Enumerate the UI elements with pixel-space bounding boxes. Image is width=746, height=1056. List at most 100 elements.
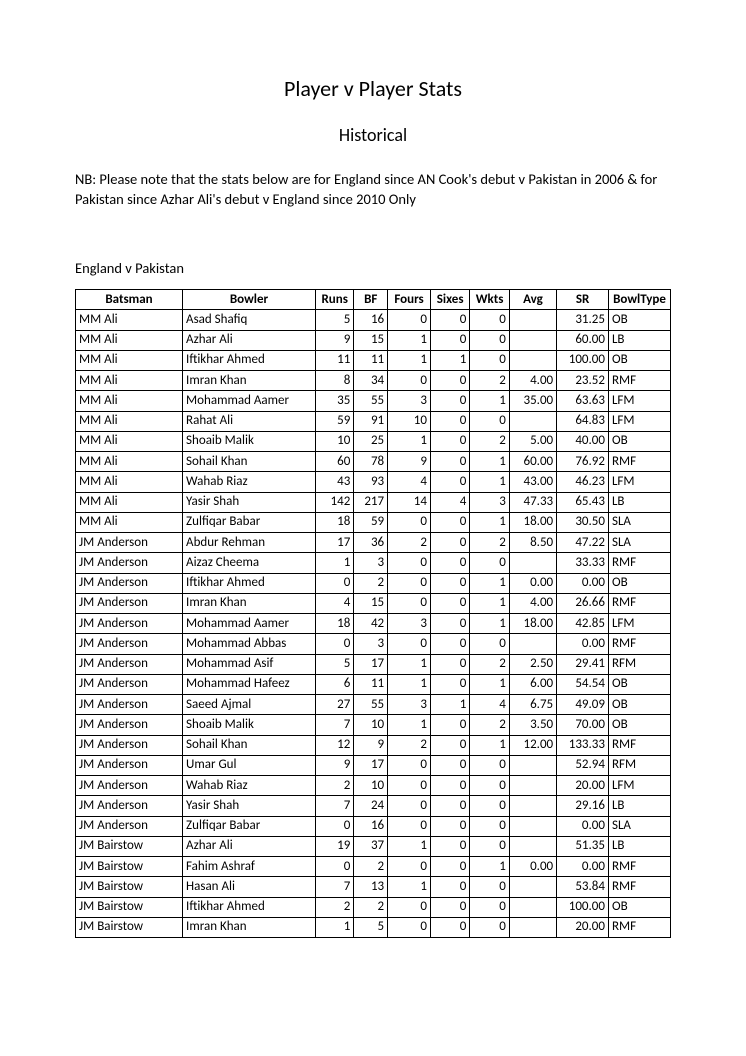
table-cell: 0	[430, 654, 469, 674]
table-cell: MM Ali	[76, 411, 183, 431]
table-cell: 3	[388, 614, 431, 634]
table-cell: 0	[470, 411, 509, 431]
table-row: JM AndersonZulfiqar Babar0160000.00SLA	[76, 816, 671, 836]
table-cell: RMF	[608, 553, 670, 573]
table-cell: LFM	[608, 614, 670, 634]
table-cell: 11	[354, 674, 388, 694]
table-cell: 15	[354, 330, 388, 350]
table-cell	[509, 776, 556, 796]
table-cell: RMF	[608, 877, 670, 897]
table-row: MM AliMohammad Aamer355530135.0063.63LFM	[76, 391, 671, 411]
column-header: SR	[557, 290, 609, 310]
table-row: JM AndersonIftikhar Ahmed020010.000.00OB	[76, 573, 671, 593]
table-cell: 7	[316, 877, 354, 897]
table-row: MM AliWahab Riaz439340143.0046.23LFM	[76, 472, 671, 492]
table-cell: 9	[388, 452, 431, 472]
table-cell: 1	[388, 836, 431, 856]
table-cell: OB	[608, 310, 670, 330]
table-cell: 52.94	[557, 755, 609, 775]
table-cell: 55	[354, 391, 388, 411]
table-row: MM AliRahat Ali5991100064.83LFM	[76, 411, 671, 431]
table-cell: 0	[430, 330, 469, 350]
table-cell: Umar Gul	[183, 755, 316, 775]
table-cell: 100.00	[557, 897, 609, 917]
table-cell: 1	[388, 431, 431, 451]
page-subtitle: Historical	[75, 124, 671, 146]
table-cell: 1	[388, 330, 431, 350]
table-cell: 2	[354, 857, 388, 877]
table-cell: 54.54	[557, 674, 609, 694]
table-row: JM BairstowImran Khan1500020.00RMF	[76, 917, 671, 937]
table-cell: 12	[316, 735, 354, 755]
table-cell: 18.00	[509, 512, 556, 532]
table-cell: 0	[430, 553, 469, 573]
table-cell: 0	[388, 553, 431, 573]
table-cell: 0	[430, 796, 469, 816]
table-cell: 60	[316, 452, 354, 472]
table-cell: 16	[354, 816, 388, 836]
table-cell: 60.00	[509, 452, 556, 472]
table-cell: 3	[470, 492, 509, 512]
table-cell: 1	[430, 695, 469, 715]
table-cell: 30.50	[557, 512, 609, 532]
table-cell: LFM	[608, 411, 670, 431]
table-cell: 2	[470, 533, 509, 553]
table-cell: 29.16	[557, 796, 609, 816]
table-cell: 0	[470, 917, 509, 937]
table-cell: 7	[316, 796, 354, 816]
table-row: JM AndersonAbdur Rehman17362028.5047.22S…	[76, 533, 671, 553]
table-cell: 4	[316, 593, 354, 613]
table-cell: 2.50	[509, 654, 556, 674]
table-cell: RMF	[608, 857, 670, 877]
table-cell: 0	[470, 755, 509, 775]
table-cell: 5	[316, 654, 354, 674]
table-row: JM AndersonYasir Shah72400029.16LB	[76, 796, 671, 816]
table-cell: 1	[388, 350, 431, 370]
table-cell: Wahab Riaz	[183, 472, 316, 492]
table-cell: 5.00	[509, 431, 556, 451]
table-row: MM AliYasir Shah142217144347.3365.43LB	[76, 492, 671, 512]
table-cell: Yasir Shah	[183, 796, 316, 816]
table-cell: Shoaib Malik	[183, 715, 316, 735]
table-cell: LB	[608, 330, 670, 350]
table-cell: 3	[354, 553, 388, 573]
table-cell: 1	[470, 452, 509, 472]
table-cell: RMF	[608, 735, 670, 755]
table-cell: 6	[316, 674, 354, 694]
table-cell: 10	[316, 431, 354, 451]
table-cell	[509, 877, 556, 897]
table-cell: 0	[470, 310, 509, 330]
table-cell: 42	[354, 614, 388, 634]
table-cell: MM Ali	[76, 391, 183, 411]
table-cell: LB	[608, 492, 670, 512]
table-cell: JM Anderson	[76, 654, 183, 674]
table-cell: 93	[354, 472, 388, 492]
table-row: JM AndersonUmar Gul91700052.94RFM	[76, 755, 671, 775]
table-cell: 1	[470, 472, 509, 492]
table-cell: 59	[354, 512, 388, 532]
table-cell: MM Ali	[76, 512, 183, 532]
table-cell: 2	[316, 776, 354, 796]
table-cell: 4.00	[509, 593, 556, 613]
table-cell: 1	[316, 917, 354, 937]
table-cell: 0	[430, 614, 469, 634]
table-cell: 42.85	[557, 614, 609, 634]
table-cell: 14	[388, 492, 431, 512]
table-cell: 0	[470, 350, 509, 370]
table-cell: 0	[388, 755, 431, 775]
table-cell: 0	[430, 917, 469, 937]
table-cell: 0	[430, 897, 469, 917]
table-cell: JM Bairstow	[76, 877, 183, 897]
table-cell: JM Anderson	[76, 593, 183, 613]
table-cell: 7	[316, 715, 354, 735]
table-cell	[509, 330, 556, 350]
table-cell	[509, 917, 556, 937]
table-cell: 0	[470, 330, 509, 350]
table-cell: 3.50	[509, 715, 556, 735]
table-cell: 0.00	[557, 857, 609, 877]
table-cell: JM Anderson	[76, 674, 183, 694]
table-cell: 0.00	[509, 857, 556, 877]
table-cell: 0	[430, 857, 469, 877]
table-cell: JM Anderson	[76, 634, 183, 654]
table-cell: Saeed Ajmal	[183, 695, 316, 715]
